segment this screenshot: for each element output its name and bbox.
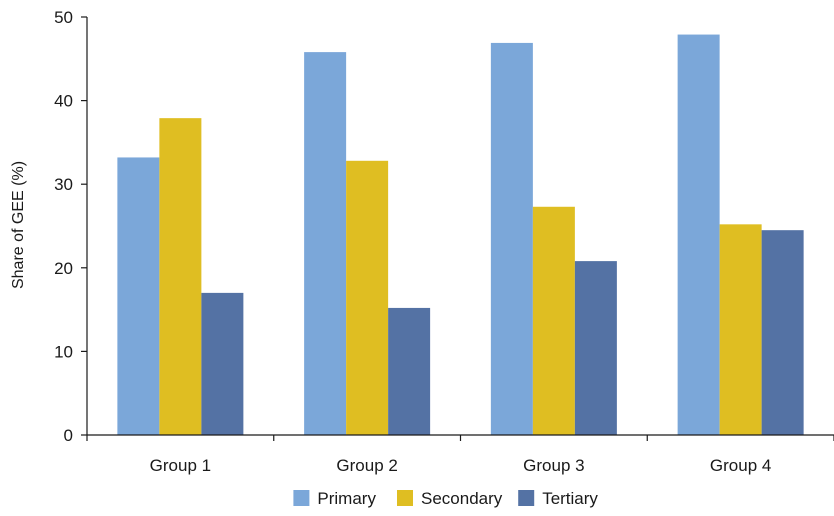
y-tick-label: 20: [54, 259, 73, 278]
bar-secondary-3: [532, 206, 575, 435]
legend-swatch: [397, 490, 413, 506]
bar-primary-4: [677, 34, 720, 435]
legend: Primary Secondary Tertiary: [293, 489, 598, 508]
x-category-label: Group 2: [336, 456, 397, 475]
y-tick-label: 50: [54, 8, 73, 27]
y-axis-title: Share of GEE (%): [10, 161, 27, 289]
bars-layer: [117, 34, 804, 436]
legend-swatch: [518, 490, 535, 506]
bar-secondary-2: [346, 160, 389, 436]
bar-tertiary-2: [388, 307, 431, 435]
x-category-label: Group 4: [710, 456, 771, 475]
bar-tertiary-4: [761, 230, 804, 435]
legend-label: Tertiary: [542, 489, 598, 508]
y-ticks-layer: 0 10 20 30 40 50: [54, 8, 87, 445]
bar-tertiary-3: [574, 261, 617, 435]
legend-label: Secondary: [421, 489, 503, 508]
legend-item-primary: Primary: [293, 489, 376, 508]
y-tick-label: 40: [54, 92, 73, 111]
bar-tertiary-1: [201, 292, 244, 435]
axes-layer: [86, 17, 834, 441]
y-tick-label: 10: [54, 342, 73, 361]
legend-label: Primary: [317, 489, 376, 508]
bar-primary-2: [304, 52, 347, 435]
bar-primary-3: [490, 42, 533, 435]
legend-item-secondary: Secondary: [397, 489, 503, 508]
x-category-label: Group 1: [150, 456, 211, 475]
y-tick-label: 0: [64, 426, 73, 445]
legend-swatch: [293, 490, 310, 506]
y-tick-label: 30: [54, 175, 73, 194]
bar-secondary-4: [719, 224, 762, 435]
x-category-label: Group 3: [523, 456, 584, 475]
legend-item-tertiary: Tertiary: [518, 489, 598, 508]
bar-secondary-1: [159, 118, 202, 435]
x-categories-layer: Group 1 Group 2 Group 3 Group 4: [150, 456, 772, 475]
bar-primary-1: [117, 157, 160, 435]
